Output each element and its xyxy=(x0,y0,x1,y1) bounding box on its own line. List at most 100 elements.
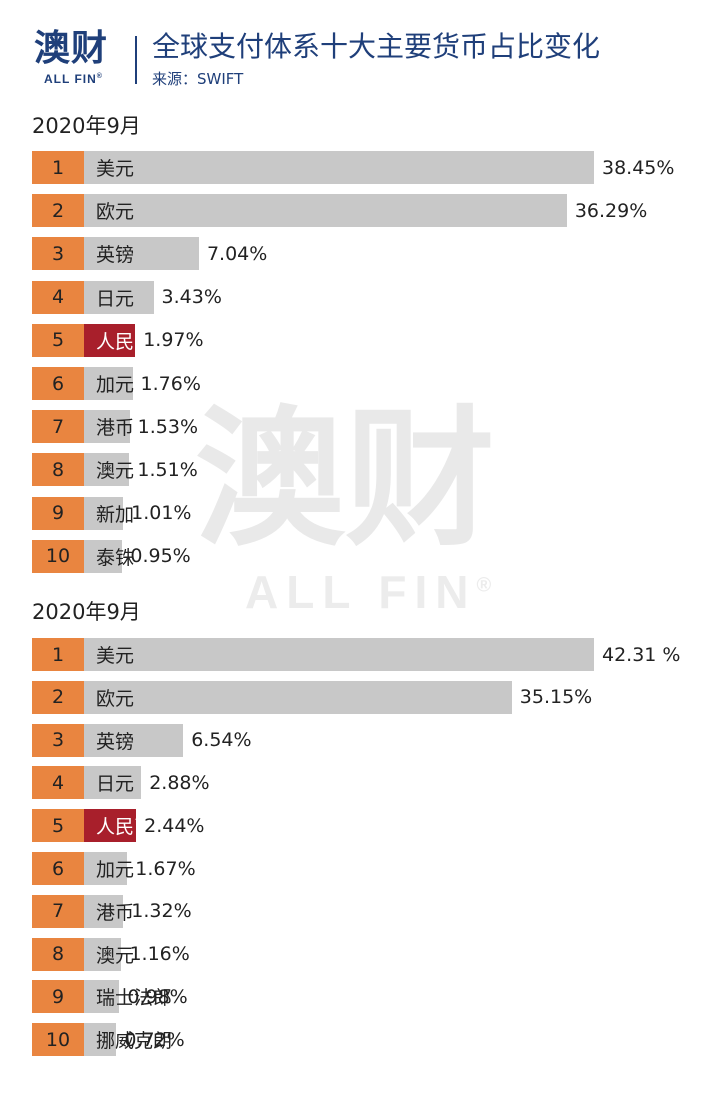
value-label: 0.72% xyxy=(124,1028,185,1051)
value-label: 42.31 % xyxy=(602,643,681,666)
bar-row: 4 日元 3.43% xyxy=(0,280,710,314)
watermark-en: ALL FIN® xyxy=(245,565,499,619)
logo-cn-text: 澳财 xyxy=(34,28,109,69)
watermark-registered-mark: ® xyxy=(476,574,500,597)
value-label: 1.51% xyxy=(137,458,198,481)
rank-badge: 10 xyxy=(32,1023,84,1057)
rank-badge: 6 xyxy=(32,852,84,885)
category-label: 港币 xyxy=(96,417,135,440)
category-label: 澳元 xyxy=(96,460,135,483)
rank-badge: 4 xyxy=(32,280,84,314)
bar xyxy=(84,194,567,228)
page-title: 全球支付体系十大主要货币占比变化 xyxy=(152,30,601,63)
rank-badge: 6 xyxy=(32,367,84,400)
bar-row: 5 人民币 1.97% xyxy=(0,323,710,357)
value-label: 2.44% xyxy=(144,814,205,837)
category-label: 人民币 xyxy=(96,330,154,353)
category-label: 美元 xyxy=(96,158,135,180)
category-label: 人民币 xyxy=(96,816,154,839)
value-label: 3.43% xyxy=(161,286,222,309)
logo-en-text: ALL FIN® xyxy=(44,72,103,86)
bar-row: 7 港币 1.32% xyxy=(0,894,710,928)
bar-row: 2 欧元 36.29% xyxy=(0,194,710,228)
bar-row: 4 日元 2.88% xyxy=(0,766,710,800)
rank-badge: 2 xyxy=(32,680,84,714)
watermark-en-label: ALL FIN xyxy=(245,566,477,618)
value-label: 1.32% xyxy=(131,900,192,923)
rank-badge: 7 xyxy=(32,894,84,928)
bar-row: 8 澳元 1.16% xyxy=(0,937,710,971)
bar xyxy=(84,894,124,928)
value-label: 35.15% xyxy=(519,686,593,709)
bar-row: 1 美元 38.45% xyxy=(0,151,710,184)
bar-row: 2 欧元 35.15% xyxy=(0,680,710,714)
bar xyxy=(84,680,512,714)
rank-badge: 8 xyxy=(32,453,84,487)
bar-row: 6 加元 1.76% xyxy=(0,367,710,400)
brand-logo: 澳财 ALL FIN® xyxy=(34,28,134,88)
rank-badge: 3 xyxy=(32,237,84,271)
logo-registered-mark: ® xyxy=(96,73,103,80)
category-label: 欧元 xyxy=(96,201,135,224)
bar xyxy=(84,723,184,757)
bar xyxy=(84,237,199,271)
category-label: 日元 xyxy=(96,773,135,796)
category-label: 加元 xyxy=(96,859,135,881)
rank-badge: 5 xyxy=(32,323,84,357)
rank-badge: 4 xyxy=(32,766,84,800)
bar-row: 3 英镑 6.54% xyxy=(0,723,710,757)
category-label: 瑞士法郎 xyxy=(96,987,173,1010)
bar-row: 6 加元 1.67% xyxy=(0,852,710,885)
bar-row: 5 人民币 2.44% xyxy=(0,809,710,843)
category-label: 新加 xyxy=(96,503,135,526)
bar xyxy=(84,980,120,1014)
category-label: 英镑 xyxy=(96,730,135,753)
bar xyxy=(84,539,123,573)
bar xyxy=(84,367,133,400)
bar xyxy=(84,1023,117,1057)
bar xyxy=(84,323,136,357)
value-label: 6.54% xyxy=(191,729,252,752)
bar-row: 3 英镑 7.04% xyxy=(0,237,710,271)
category-label: 澳元 xyxy=(96,944,135,967)
bar xyxy=(84,937,122,971)
rank-badge: 5 xyxy=(32,809,84,843)
logo-en-label: ALL FIN xyxy=(44,72,97,86)
bar xyxy=(84,496,124,530)
value-label: 36.29% xyxy=(574,199,648,222)
bar xyxy=(84,809,137,843)
category-label: 泰铢 xyxy=(96,546,135,569)
value-label: 0.95% xyxy=(130,545,191,568)
category-label: 欧元 xyxy=(96,687,135,710)
bar-row: 10 泰铢 0.95% xyxy=(0,539,710,573)
bar-row: 1 美元 42.31 % xyxy=(0,638,710,671)
bar xyxy=(84,852,128,885)
header-divider xyxy=(135,36,137,84)
bar-row: 7 港币 1.53% xyxy=(0,410,710,444)
bar xyxy=(84,453,130,487)
rank-badge: 9 xyxy=(32,980,84,1014)
category-label: 港币 xyxy=(96,901,135,924)
bar-row: 9 瑞士法郎 0.98% xyxy=(0,980,710,1014)
value-label: 1.53% xyxy=(137,415,198,438)
bar-row: 10 挪威克朗 0.72% xyxy=(0,1023,710,1057)
rank-badge: 10 xyxy=(32,539,84,573)
chart-2-title: 2020年9月 xyxy=(32,600,141,624)
bar-row: 9 新加 1.01% xyxy=(0,496,710,530)
category-label: 挪威克朗 xyxy=(96,1030,173,1053)
rank-badge: 1 xyxy=(32,638,84,671)
bar-row: 8 澳元 1.51% xyxy=(0,453,710,487)
bar xyxy=(84,280,154,314)
bar xyxy=(84,151,594,184)
chart-1-title: 2020年9月 xyxy=(32,114,141,138)
bar xyxy=(84,410,130,444)
value-label: 38.45% xyxy=(602,156,675,179)
rank-badge: 7 xyxy=(32,410,84,444)
value-label: 0.98% xyxy=(127,985,188,1008)
rank-badge: 8 xyxy=(32,937,84,971)
value-label: 7.04% xyxy=(206,242,268,265)
category-label: 加元 xyxy=(96,374,135,396)
value-label: 1.01% xyxy=(131,502,192,525)
category-label: 美元 xyxy=(96,645,135,667)
rank-badge: 1 xyxy=(32,151,84,184)
